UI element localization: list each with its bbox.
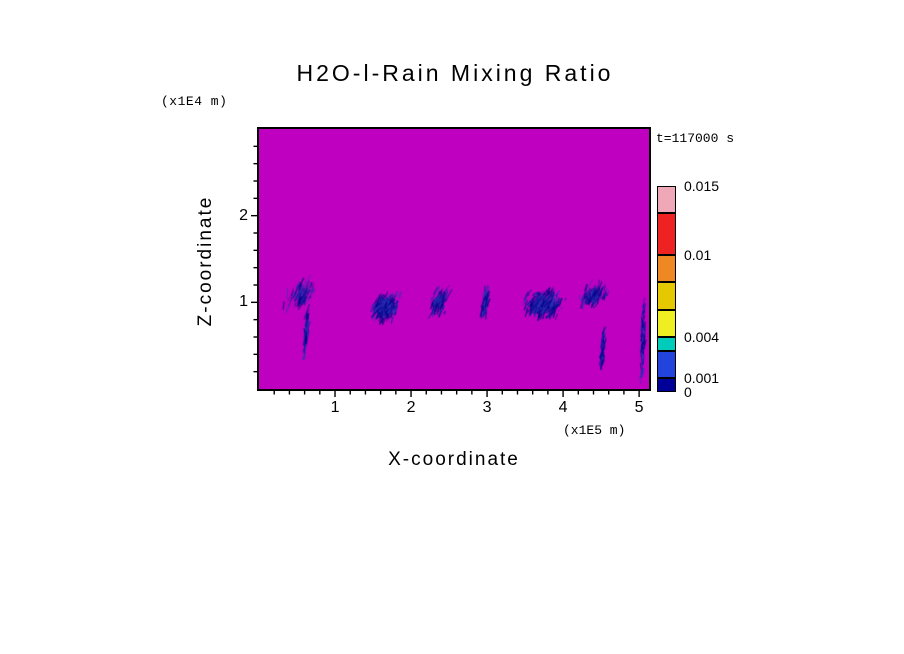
colorbar-segment [657,337,676,351]
y-axis-title: Z-coordinate [195,195,216,327]
heatmap-canvas [259,129,649,389]
colorbar-segment [657,282,676,310]
colorbar-segment [657,350,676,379]
x-tick-label: 2 [406,399,416,416]
chart-title: H2O-l-Rain Mixing Ratio [296,60,614,86]
colorbar-tick-label: 0.01 [684,246,712,263]
y-tick-label: 2 [239,206,248,224]
colorbar-segment [657,186,676,214]
timestamp-label: t=117000 s [656,131,735,146]
plot-area [257,127,651,391]
x-tick-label: 5 [634,399,644,416]
colorbar-segment [657,309,676,338]
x-axis-units-label: (x1E5 m) [563,423,626,438]
colorbar-segment [657,254,676,283]
colorbar-tick-label: 0.015 [684,178,720,194]
colorbar-tick-label: 0.001 [684,370,720,387]
x-tick-label: 4 [558,399,568,416]
colorbar [657,186,676,392]
y-tick-label: 1 [239,293,248,311]
x-tick-label: 3 [482,399,492,416]
colorbar-tick-label: 0.004 [684,329,720,346]
colorbar-segment [657,213,676,255]
y-axis-units-label: (x1E4 m) [161,94,228,109]
x-tick-label: 1 [330,399,340,416]
x-axis-title: X-coordinate [388,449,520,470]
colorbar-tick-label: 0 [684,384,692,400]
colorbar-segment [657,378,676,392]
